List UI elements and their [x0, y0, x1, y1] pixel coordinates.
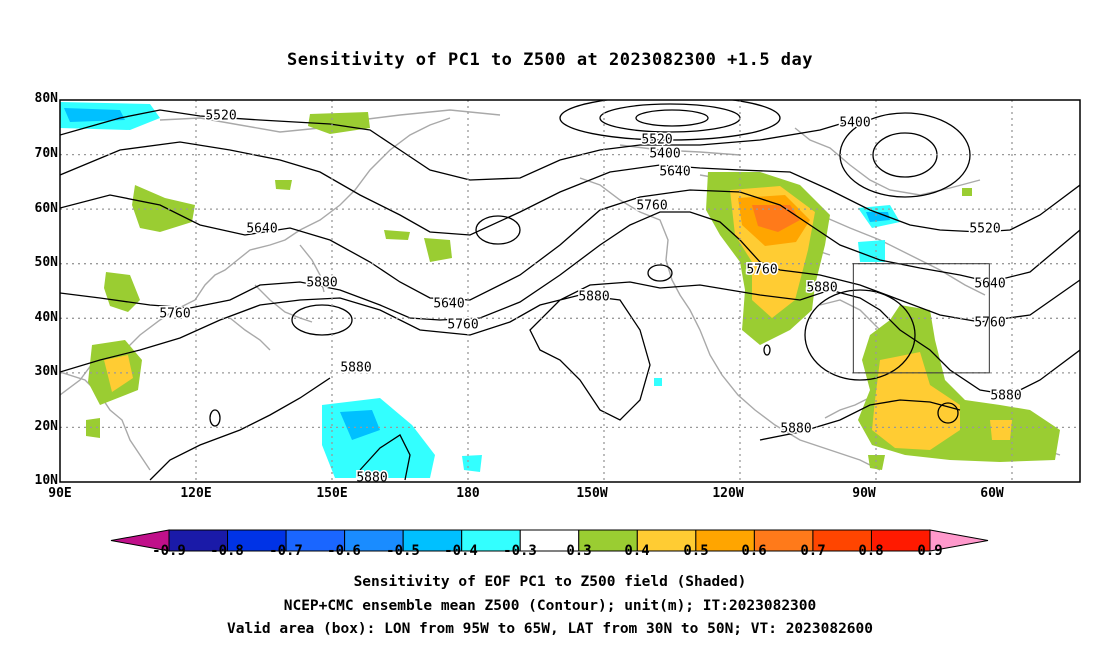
colorbar-label: -0.5 — [386, 543, 420, 559]
lat-label-40n: 40N — [34, 310, 58, 325]
contour-label: 5520 — [205, 109, 236, 124]
lat-label-60n: 60N — [34, 201, 58, 216]
contour-label: 5640 — [659, 165, 690, 180]
contour-label: 5640 — [433, 297, 464, 312]
colorbar-label: 0.5 — [683, 543, 709, 559]
lat-label-20n: 20N — [34, 419, 58, 434]
lon-label-90w: 90W — [852, 486, 876, 501]
contour-label: 5520 — [969, 222, 1000, 237]
lon-label-60w: 60W — [980, 486, 1004, 501]
contour-label: 5760 — [447, 318, 478, 333]
colorbar-label: 0.4 — [624, 543, 650, 559]
colorbar-label: 0.3 — [566, 543, 592, 559]
map-title: Sensitivity of PC1 to Z500 at 2023082300… — [286, 50, 813, 70]
graticule — [60, 100, 1080, 482]
lon-label-120w: 120W — [712, 486, 744, 501]
contour-label: 5760 — [746, 263, 777, 278]
colorbar-label: 0.8 — [858, 543, 884, 559]
contour-label: 5880 — [806, 281, 837, 296]
colorbar-label: 0.6 — [741, 543, 767, 559]
caption-valid-area: Valid area (box): LON from 95W to 65W, L… — [226, 621, 873, 637]
lat-label-10n: 10N — [34, 473, 58, 488]
lon-label-150w: 150W — [576, 486, 608, 501]
contour-label: 5640 — [246, 222, 277, 237]
colorbar — [110, 529, 989, 552]
lon-label-120e: 120E — [180, 486, 212, 501]
colorbar-label: -0.9 — [152, 543, 186, 559]
colorbar-label: 0.9 — [917, 543, 943, 559]
lon-label-150e: 150E — [316, 486, 348, 501]
contour-label: 5880 — [340, 361, 371, 376]
lat-label-50n: 50N — [34, 255, 58, 270]
colorbar-label: -0.7 — [269, 543, 303, 559]
contour-label: 5880 — [356, 471, 387, 486]
colorbar-extend-high — [929, 529, 989, 552]
lat-label-70n: 70N — [34, 146, 58, 161]
contour-label: 5400 — [839, 116, 870, 131]
lat-label-30n: 30N — [34, 364, 58, 379]
z500-contours — [60, 100, 1080, 481]
valid-area-box — [852, 263, 990, 374]
lat-label-80n: 80N — [34, 91, 58, 106]
contour-label: 5640 — [974, 277, 1005, 292]
contour-label: 5760 — [159, 307, 190, 322]
colorbar-label: -0.3 — [503, 543, 537, 559]
contour-label: 5880 — [306, 276, 337, 291]
contour-label: 5400 — [649, 147, 680, 162]
lon-label-90e: 90E — [48, 486, 72, 501]
colorbar-label: -0.4 — [444, 543, 478, 559]
contour-label: 5760 — [636, 199, 667, 214]
colorbar-label: 0.7 — [800, 543, 826, 559]
contour-label: 5880 — [990, 389, 1021, 404]
caption-shading: Sensitivity of EOF PC1 to Z500 field (Sh… — [353, 574, 747, 590]
colorbar-label: -0.6 — [327, 543, 361, 559]
contour-label: 5760 — [974, 316, 1005, 331]
contour-label: 5880 — [578, 290, 609, 305]
lon-label-180: 180 — [456, 486, 480, 501]
map-frame — [59, 99, 1081, 483]
caption-contour: NCEP+CMC ensemble mean Z500 (Contour); u… — [283, 598, 817, 614]
contour-label: 5880 — [780, 422, 811, 437]
contour-label: 5520 — [641, 133, 672, 148]
colorbar-label: -0.8 — [210, 543, 244, 559]
